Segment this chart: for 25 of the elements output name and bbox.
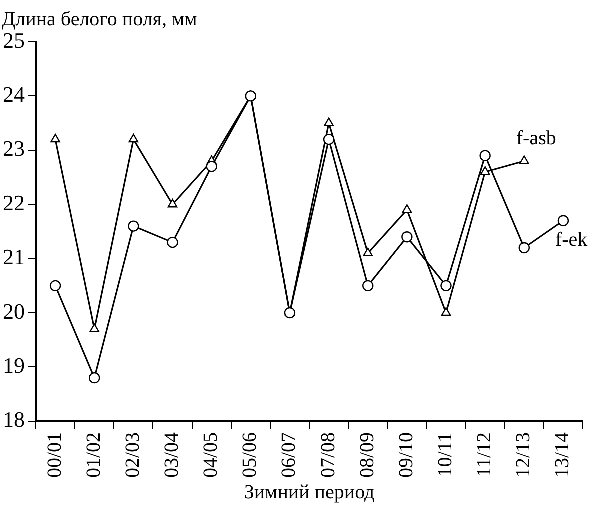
y-tick-label: 20 xyxy=(3,298,25,324)
x-tick-label: 11/12 xyxy=(474,432,496,478)
x-tick-label: 13/14 xyxy=(552,432,574,478)
x-tick-label: 00/01 xyxy=(44,432,66,478)
x-tick-label: 07/08 xyxy=(317,432,340,478)
y-tick-label: 21 xyxy=(3,244,25,270)
x-tick-label: 01/02 xyxy=(82,432,105,478)
y-tick-label: 19 xyxy=(3,353,25,378)
y-tick-label: 24 xyxy=(3,82,25,107)
x-tick-label: 02/03 xyxy=(122,432,144,478)
x-tick-label: 05/06 xyxy=(239,432,262,478)
y-tick-label: 18 xyxy=(3,407,25,432)
x-tick-label: 03/04 xyxy=(161,432,183,478)
x-tick-label: 04/05 xyxy=(200,432,222,478)
x-axis-title: Зимний период xyxy=(244,481,375,504)
y-axis-title: Длина белого поля, мм xyxy=(2,8,198,30)
series-label: f-asb xyxy=(516,128,556,150)
x-tick-label: 09/10 xyxy=(395,432,418,478)
y-tick-label: 22 xyxy=(3,190,25,216)
x-tick-label: 06/07 xyxy=(278,432,300,478)
y-tick-label: 23 xyxy=(3,136,25,162)
series-label: f-ek xyxy=(555,229,588,252)
x-tick-label: 08/09 xyxy=(356,432,378,478)
x-tick-label: 10/11 xyxy=(434,432,456,478)
x-tick-label: 12/13 xyxy=(512,432,535,478)
